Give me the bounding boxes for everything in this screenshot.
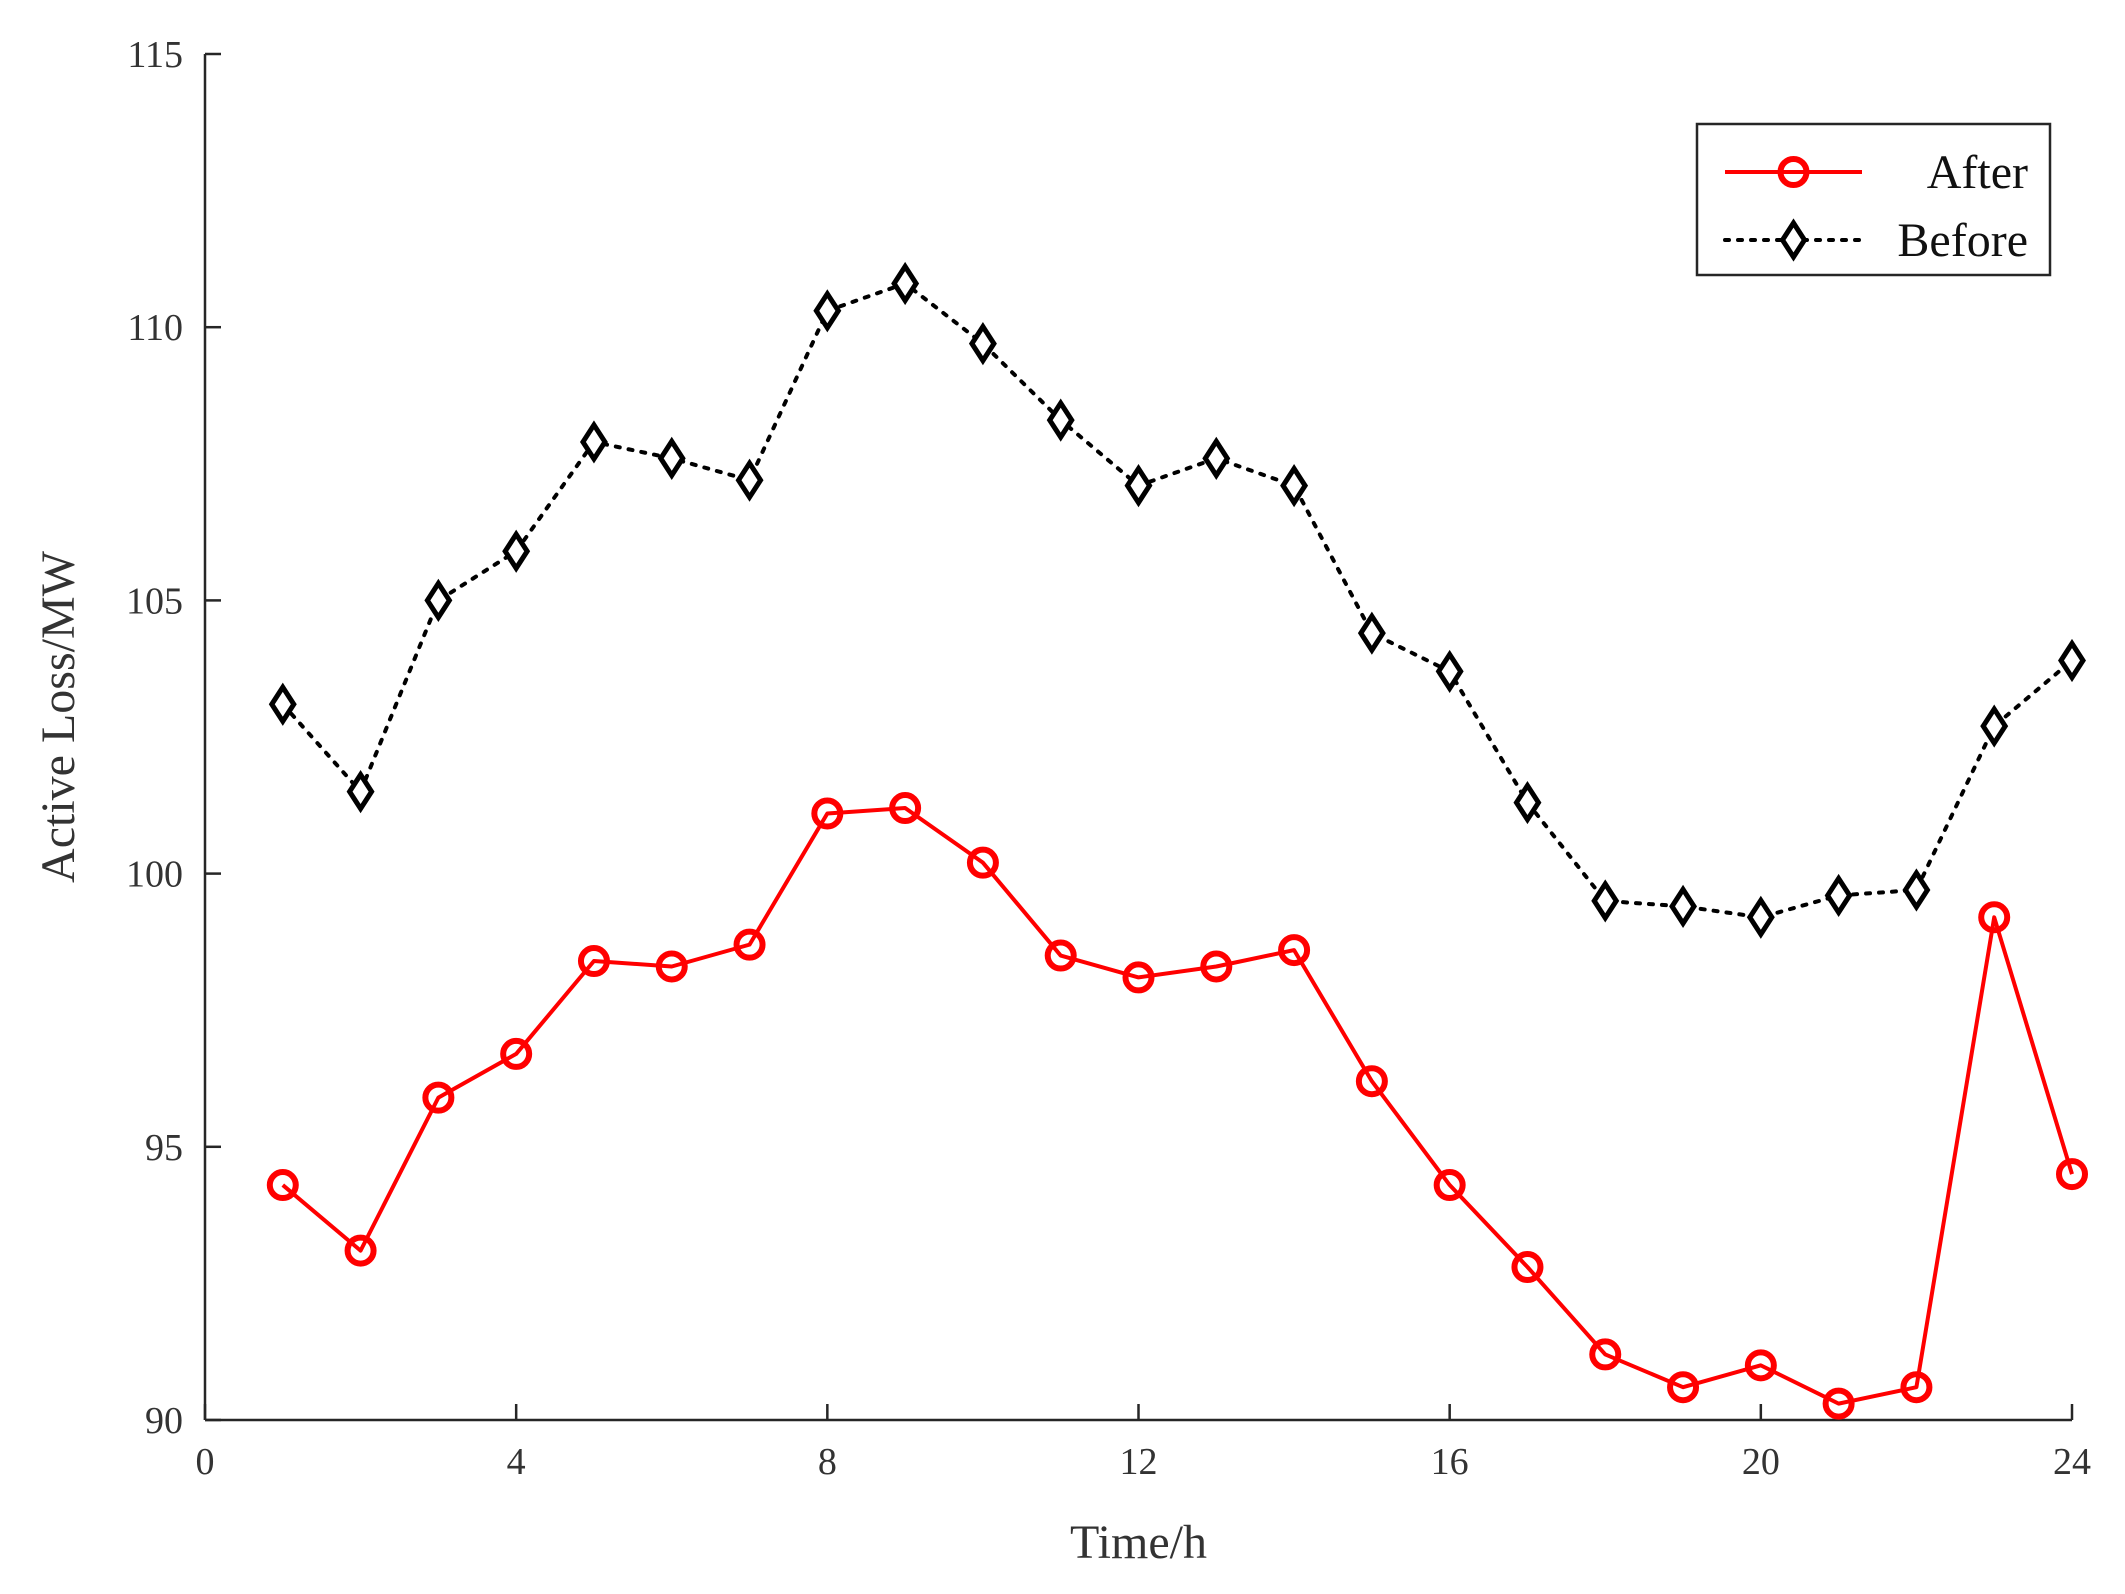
x-axis-title: Time/h bbox=[1070, 1516, 1207, 1569]
y-tick-label: 90 bbox=[145, 1400, 183, 1442]
y-tick-label: 105 bbox=[126, 580, 183, 622]
after-line bbox=[281, 806, 2074, 1406]
before-point bbox=[1746, 895, 1775, 939]
before-point bbox=[2058, 638, 2086, 683]
before-point bbox=[1280, 464, 1309, 508]
legend-label-before: Before bbox=[1897, 214, 2028, 267]
before-point bbox=[579, 420, 608, 464]
before-point bbox=[1357, 611, 1386, 655]
x-tick-label: 0 bbox=[196, 1441, 215, 1483]
before-point bbox=[1902, 868, 1931, 912]
before-point bbox=[1980, 704, 2009, 748]
x-tick-label: 8 bbox=[818, 1441, 837, 1483]
series-layer bbox=[266, 261, 2088, 1420]
before-point bbox=[735, 458, 764, 502]
y-tick-label: 110 bbox=[127, 307, 183, 349]
x-tick-label: 16 bbox=[1431, 1441, 1469, 1483]
before-point bbox=[1046, 398, 1075, 442]
after-point bbox=[422, 1081, 455, 1114]
before-point bbox=[346, 770, 375, 814]
before-point bbox=[1824, 873, 1853, 918]
x-tick-label: 12 bbox=[1120, 1441, 1158, 1483]
after-point bbox=[1044, 939, 1077, 972]
before-point bbox=[1124, 464, 1153, 508]
after-point bbox=[966, 846, 999, 879]
before-point bbox=[424, 578, 453, 623]
after-point bbox=[1744, 1349, 1777, 1382]
before-point bbox=[813, 289, 842, 333]
after-point bbox=[1511, 1251, 1544, 1284]
after-point bbox=[1433, 1169, 1466, 1202]
after-point bbox=[2056, 1158, 2088, 1191]
y-tick-label: 115 bbox=[127, 34, 183, 76]
y-tick-label: 100 bbox=[126, 854, 183, 896]
before-point bbox=[1591, 879, 1620, 923]
before-point bbox=[268, 682, 297, 726]
after-point bbox=[1822, 1387, 1855, 1420]
after-point bbox=[1589, 1338, 1622, 1371]
legend: After Before bbox=[1695, 122, 2052, 277]
before-point bbox=[1669, 884, 1698, 928]
x-tick-label: 4 bbox=[507, 1441, 526, 1483]
x-tick-label: 20 bbox=[1742, 1441, 1780, 1483]
legend-label-after: After bbox=[1927, 146, 2028, 199]
after-point bbox=[811, 797, 844, 830]
before-point bbox=[1513, 780, 1542, 825]
after-point bbox=[344, 1234, 377, 1267]
after-point bbox=[1355, 1065, 1388, 1098]
after-point bbox=[733, 928, 766, 961]
before-line bbox=[280, 281, 2074, 920]
after-point bbox=[500, 1037, 533, 1070]
after-point bbox=[1900, 1371, 1933, 1404]
after-point bbox=[889, 792, 922, 825]
after-point bbox=[1278, 934, 1311, 967]
legend-box bbox=[1695, 122, 2052, 277]
before-point bbox=[502, 529, 531, 573]
after-point bbox=[266, 1169, 299, 1202]
before-point bbox=[1435, 649, 1464, 694]
after-point bbox=[577, 945, 610, 978]
y-axis-title: Active Loss/MW bbox=[32, 550, 85, 883]
legend-marker-before bbox=[1779, 218, 1808, 262]
series-after bbox=[266, 792, 2088, 1420]
before-point bbox=[1202, 436, 1231, 480]
axes: 0 4 8 12 16 20 24 90 95 100 105 110 115 bbox=[126, 34, 2091, 1483]
before-point bbox=[891, 261, 920, 306]
x-tick-label: 24 bbox=[2053, 1441, 2091, 1483]
legend-marker-after bbox=[1777, 156, 1810, 188]
before-point bbox=[968, 321, 997, 366]
after-point bbox=[1122, 961, 1155, 994]
after-point bbox=[1200, 950, 1233, 983]
after-point bbox=[655, 950, 688, 983]
y-tick-label: 95 bbox=[145, 1127, 183, 1169]
before-point bbox=[657, 436, 686, 480]
after-point bbox=[1667, 1371, 1700, 1404]
series-before bbox=[268, 261, 2086, 939]
after-point bbox=[1978, 901, 2011, 934]
